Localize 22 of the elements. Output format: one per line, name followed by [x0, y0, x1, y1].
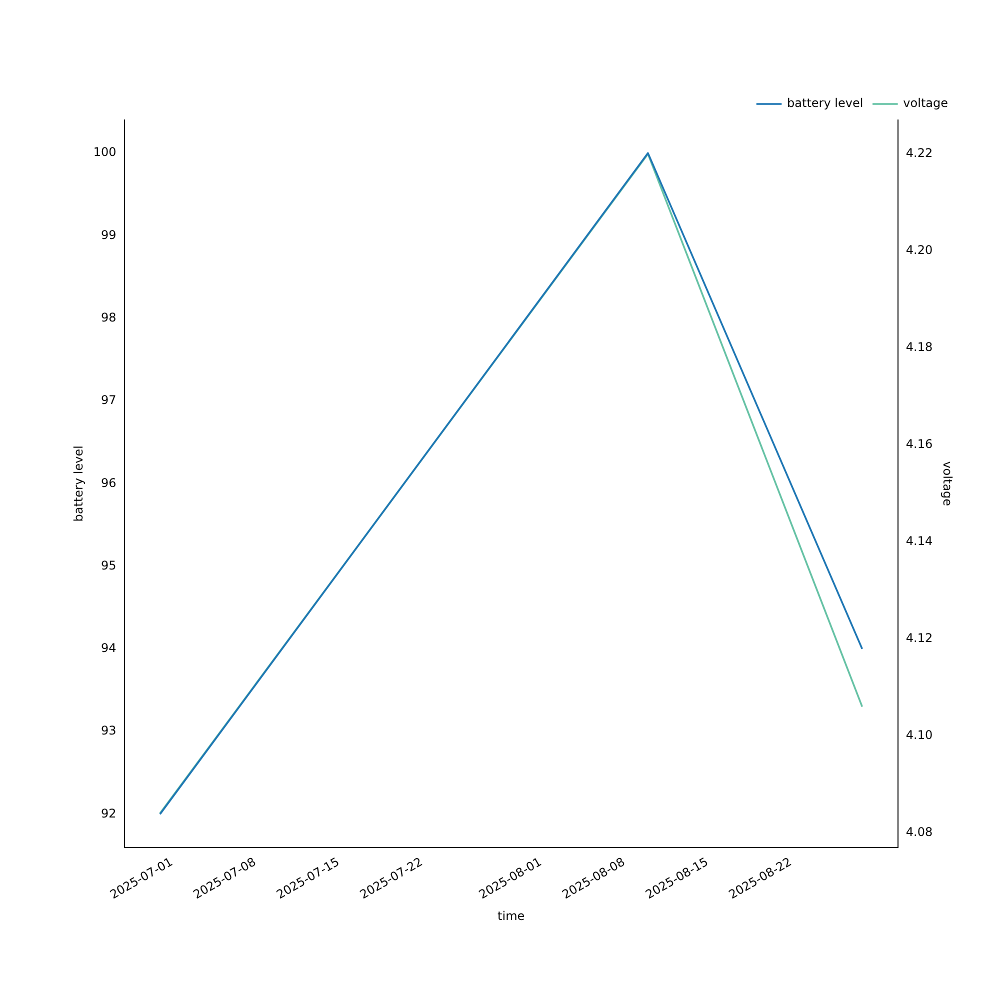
legend-label: battery level [787, 96, 864, 110]
y2-tick-label: 4.08 [906, 824, 933, 839]
legend-label: voltage [903, 96, 948, 110]
y2-tick-label: 4.10 [906, 728, 933, 742]
y-tick-label: 99 [101, 228, 116, 242]
y-tick-label: 95 [101, 558, 116, 572]
y-tick-label: 97 [101, 393, 116, 408]
y-tick-label: 96 [101, 476, 116, 490]
y2-axis-title: voltage [940, 461, 955, 506]
y2-tick-label: 4.22 [906, 146, 933, 160]
y-axis-title: battery level [71, 446, 86, 522]
y2-tick-label: 4.18 [906, 340, 933, 354]
y2-tick-label: 4.20 [906, 243, 933, 258]
y-tick-label: 98 [101, 310, 116, 324]
y2-tick-label: 4.14 [906, 534, 933, 548]
y2-tick-label: 4.16 [906, 436, 933, 451]
y-tick-label: 100 [93, 145, 116, 160]
y-tick-label: 93 [101, 724, 116, 738]
x-axis-title: time [498, 908, 525, 923]
y2-tick-label: 4.12 [906, 630, 933, 645]
y-tick-label: 94 [101, 641, 116, 656]
y-tick-label: 92 [101, 806, 116, 820]
